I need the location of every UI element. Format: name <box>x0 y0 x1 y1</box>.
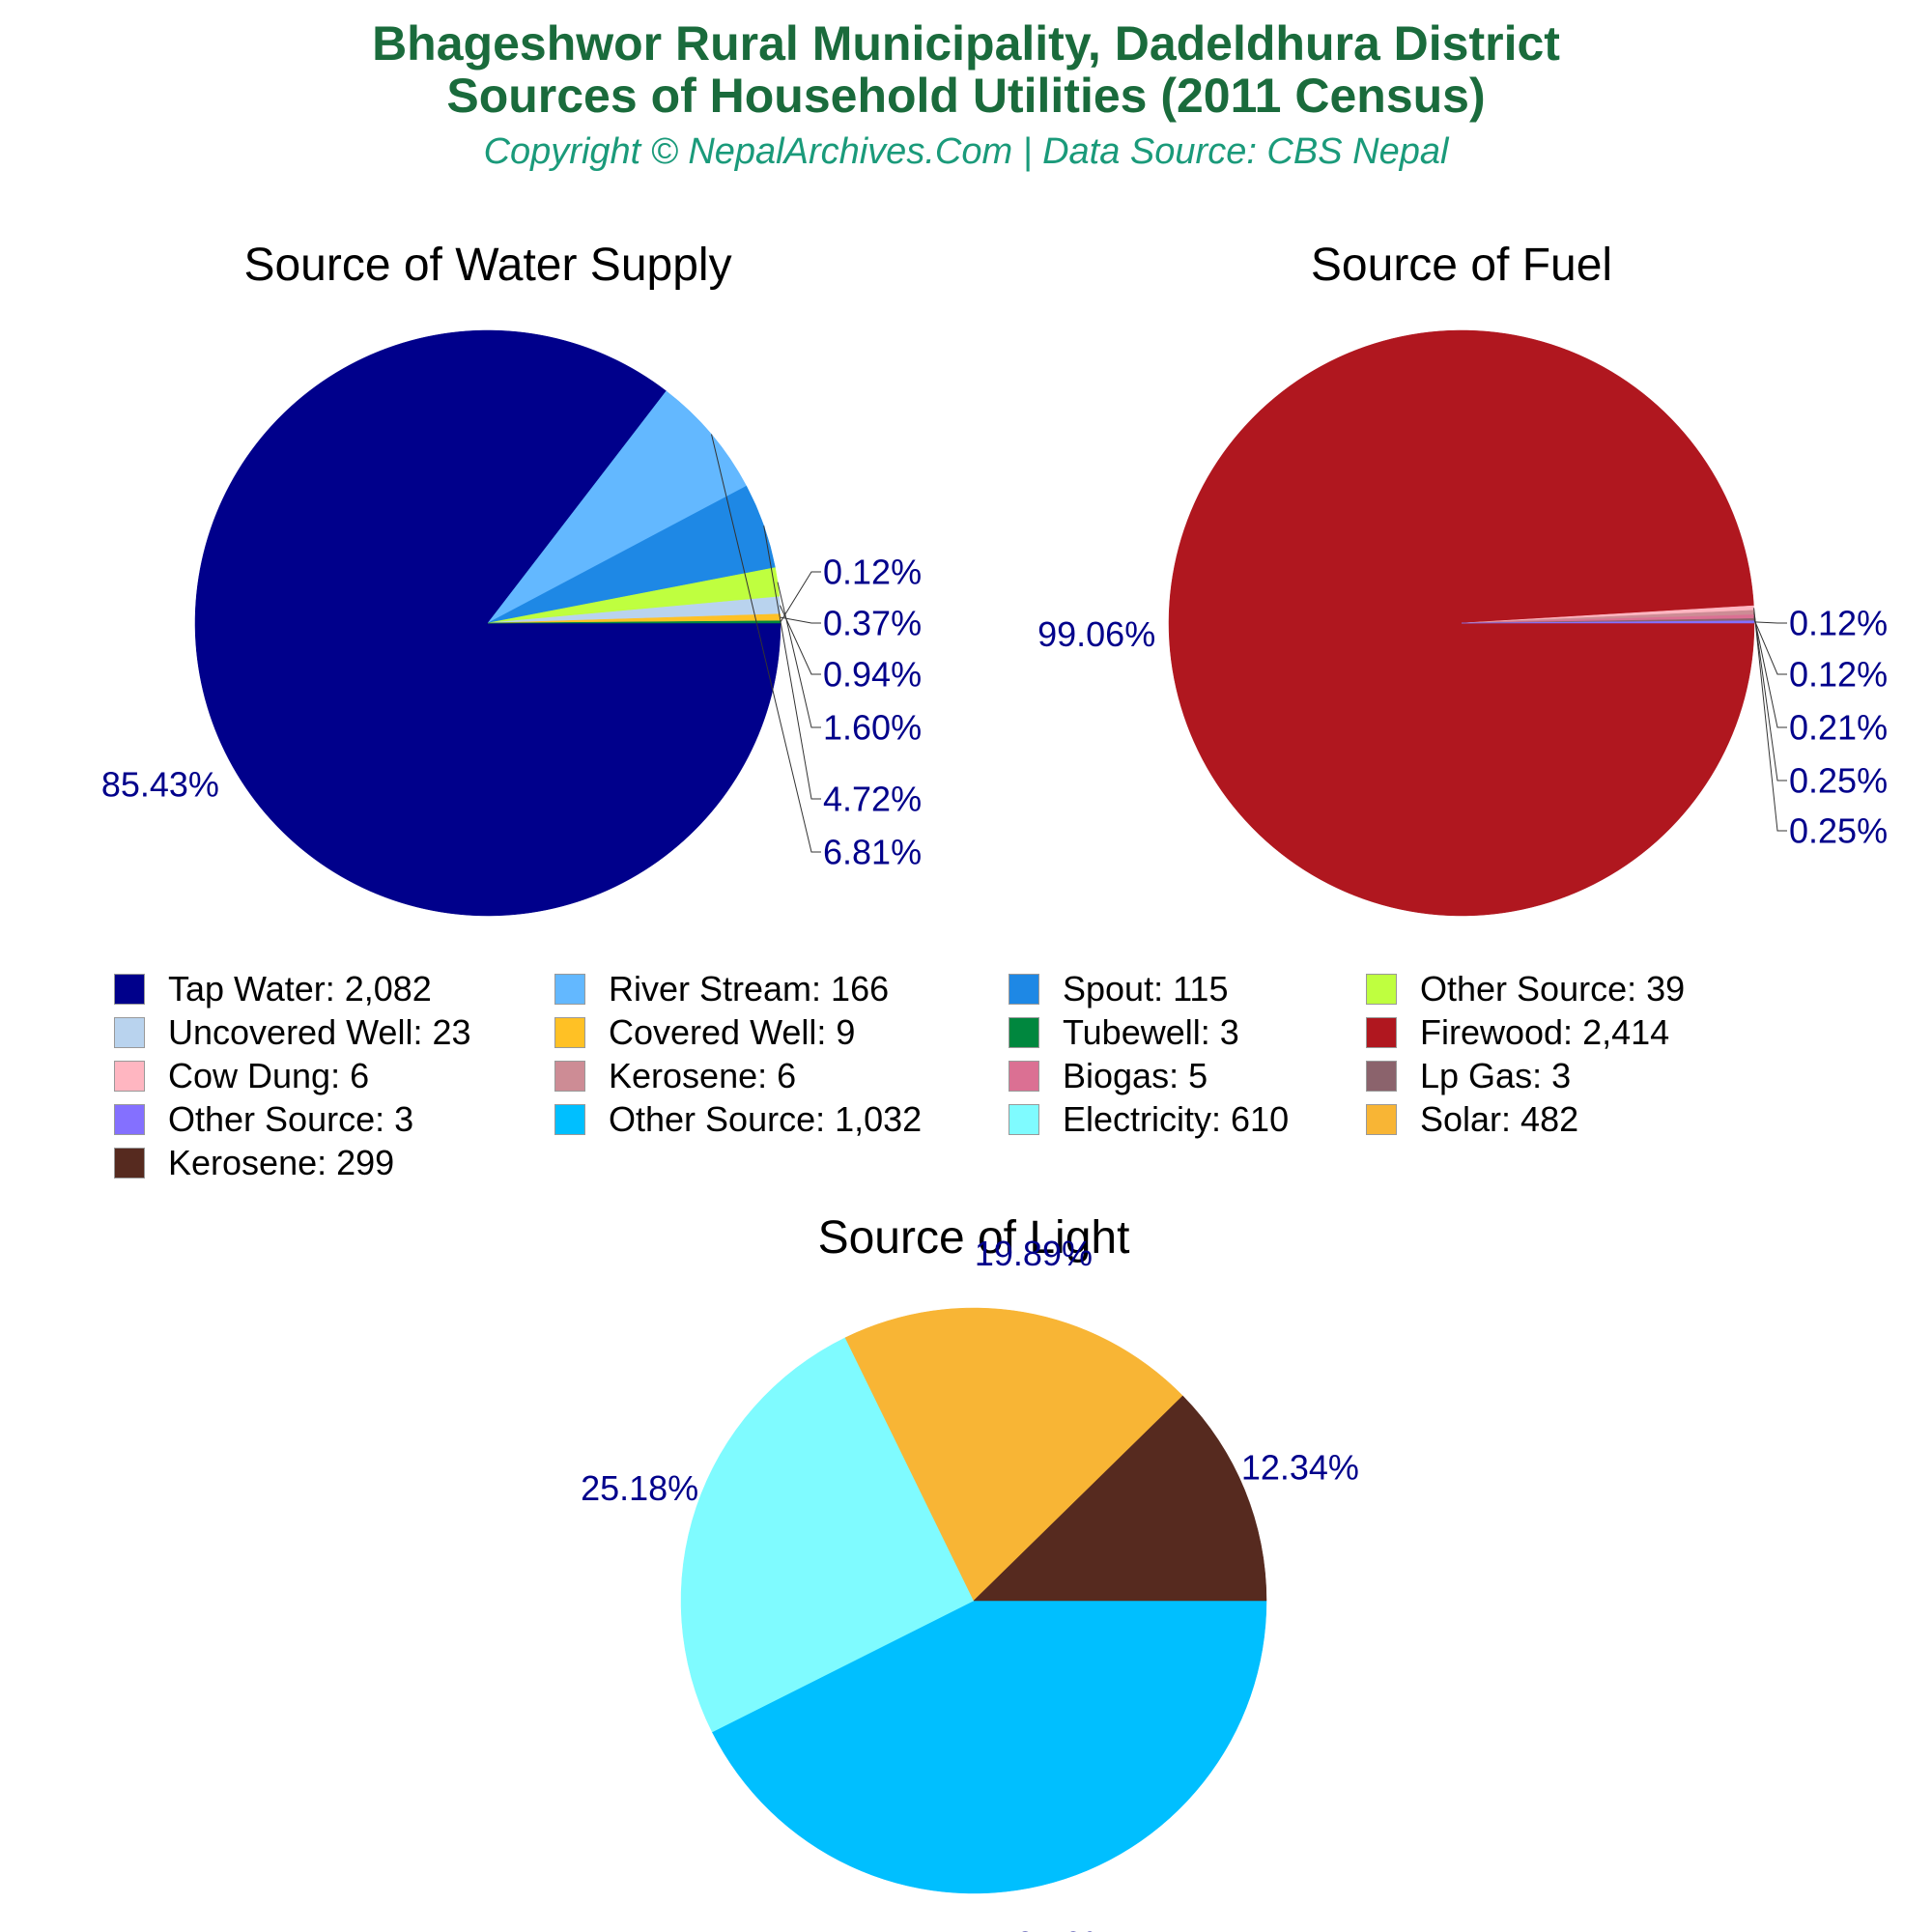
pie-percent-label: 12.34% <box>1241 1448 1359 1488</box>
legend-label: Cow Dung: 6 <box>168 1056 370 1095</box>
legend-swatch <box>554 1061 585 1092</box>
pie-slice <box>973 1395 1267 1602</box>
legend-item: River Stream: 166 <box>554 968 889 1010</box>
pie-percent-label: 85.43% <box>101 765 219 805</box>
legend-item: Kerosene: 299 <box>114 1142 394 1184</box>
pie-percent-label: 0.12% <box>1789 604 1888 643</box>
chart-title-line-2: Sources of Household Utilities (2011 Cen… <box>446 69 1486 123</box>
legend-item: Biogas: 5 <box>1009 1055 1208 1097</box>
pie-slice <box>711 1600 1267 1894</box>
legend-label: River Stream: 166 <box>609 969 890 1009</box>
legend-item: Spout: 115 <box>1009 968 1228 1010</box>
legend-label: Kerosene: 6 <box>609 1056 797 1095</box>
pie-leader-line <box>779 605 821 675</box>
legend-item: Kerosene: 6 <box>554 1055 796 1097</box>
legend-swatch <box>554 1104 585 1135</box>
legend-item: Electricity: 610 <box>1009 1098 1289 1141</box>
legend-item: Tubewell: 3 <box>1009 1011 1239 1054</box>
pie-percent-label: 19.89% <box>975 1234 1093 1273</box>
pie-percent-label: 0.37% <box>823 604 922 643</box>
pie-percent-label: 0.12% <box>823 553 922 592</box>
pie-leader-line <box>763 526 821 800</box>
pie-leader-line <box>1753 616 1787 728</box>
legend-swatch <box>1366 1104 1397 1135</box>
pie-percent-label: 4.72% <box>823 780 922 819</box>
chart-title-line-1: Bhageshwor Rural Municipality, Dadeldhur… <box>372 16 1560 71</box>
legend-label: Other Source: 39 <box>1420 969 1686 1009</box>
legend-swatch <box>114 1017 145 1048</box>
legend-swatch <box>554 1017 585 1048</box>
pie-percent-label: 0.94% <box>823 655 922 695</box>
legend-label: Firewood: 2,414 <box>1420 1012 1670 1052</box>
legend-label: Electricity: 610 <box>1063 1099 1290 1139</box>
pie-leader-line <box>1753 611 1787 781</box>
pie-percent-label: 6.81% <box>823 833 922 872</box>
pie-percent-label: 0.25% <box>1789 761 1888 801</box>
legend-item: Uncovered Well: 23 <box>114 1011 471 1054</box>
legend-swatch <box>114 1061 145 1092</box>
pie-percent-label: 0.21% <box>1789 708 1888 748</box>
legend-item: Other Source: 3 <box>114 1098 413 1141</box>
legend-label: Lp Gas: 3 <box>1420 1056 1572 1095</box>
legend-swatch <box>1366 1061 1397 1092</box>
pie-title: Source of Light <box>818 1212 1130 1264</box>
pie-percent-label: 0.25% <box>1789 811 1888 851</box>
pie-chart-3: Source of Light 42.59% 25.18% 19.89% 12.34% <box>581 1212 1359 1932</box>
legend-swatch <box>1366 974 1397 1005</box>
legend-label: Other Source: 3 <box>168 1099 414 1139</box>
pie-slice <box>680 1337 975 1733</box>
pie-leader-line <box>1753 619 1787 675</box>
chart-header: Bhageshwor Rural Municipality, Dadeldhur… <box>0 0 1932 173</box>
legend-label: Covered Well: 9 <box>609 1012 856 1052</box>
pie-chart-1: Source of Water Supply 85.43% 6.81% 4.72% 1.… <box>101 240 922 917</box>
legend-label: Biogas: 5 <box>1063 1056 1208 1095</box>
pie-percent-label: 42.59% <box>996 1924 1114 1932</box>
pie-leader-line <box>1753 621 1787 624</box>
legend-item: Other Source: 1,032 <box>554 1098 922 1141</box>
legend-item: Lp Gas: 3 <box>1366 1055 1571 1097</box>
pie-leader-line <box>777 582 821 728</box>
legend-label: Other Source: 1,032 <box>609 1099 923 1139</box>
legend-item: Covered Well: 9 <box>554 1011 855 1054</box>
pie-leader-line <box>1753 608 1787 832</box>
pie-title: Source of Water Supply <box>243 240 731 291</box>
pie-percent-label: 25.18% <box>581 1468 698 1508</box>
pie-chart-2: Source of Fuel 99.06% 0.25% 0.25% 0.21% 0.12%… <box>1037 240 1888 917</box>
legend-swatch <box>1009 974 1039 1005</box>
legend-swatch <box>114 1104 145 1135</box>
legend-swatch <box>1009 1017 1039 1048</box>
legend-item: Firewood: 2,414 <box>1366 1011 1669 1054</box>
legend-item: Cow Dung: 6 <box>114 1055 369 1097</box>
pie-percent-label: 1.60% <box>823 708 922 748</box>
legend-swatch <box>1009 1061 1039 1092</box>
legend-label: Tap Water: 2,082 <box>168 969 432 1009</box>
pie-leader-line <box>780 571 821 623</box>
legend-swatch <box>1009 1104 1039 1135</box>
legend-label: Solar: 482 <box>1420 1099 1579 1139</box>
pie-percent-label: 0.12% <box>1789 655 1888 695</box>
legend-swatch <box>1366 1017 1397 1048</box>
legend-label: Uncovered Well: 23 <box>168 1012 471 1052</box>
legend-item: Other Source: 39 <box>1366 968 1685 1010</box>
legend-swatch <box>554 974 585 1005</box>
pie-title: Source of Fuel <box>1311 240 1612 291</box>
legend-label: Kerosene: 299 <box>168 1143 395 1182</box>
legend-item: Solar: 482 <box>1366 1098 1578 1141</box>
chart-subtitle: Copyright © NepalArchives.Com | Data Sou… <box>483 131 1449 172</box>
legend-swatch <box>114 974 145 1005</box>
legend-label: Tubewell: 3 <box>1063 1012 1239 1052</box>
legend-label: Spout: 115 <box>1063 969 1229 1009</box>
pie-percent-label: 99.06% <box>1037 614 1155 654</box>
pie-slice <box>844 1307 1183 1602</box>
pie-leader-line <box>780 616 821 624</box>
legend-swatch <box>114 1148 145 1179</box>
pie-leader-line <box>711 434 821 853</box>
legend-item: Tap Water: 2,082 <box>114 968 432 1010</box>
